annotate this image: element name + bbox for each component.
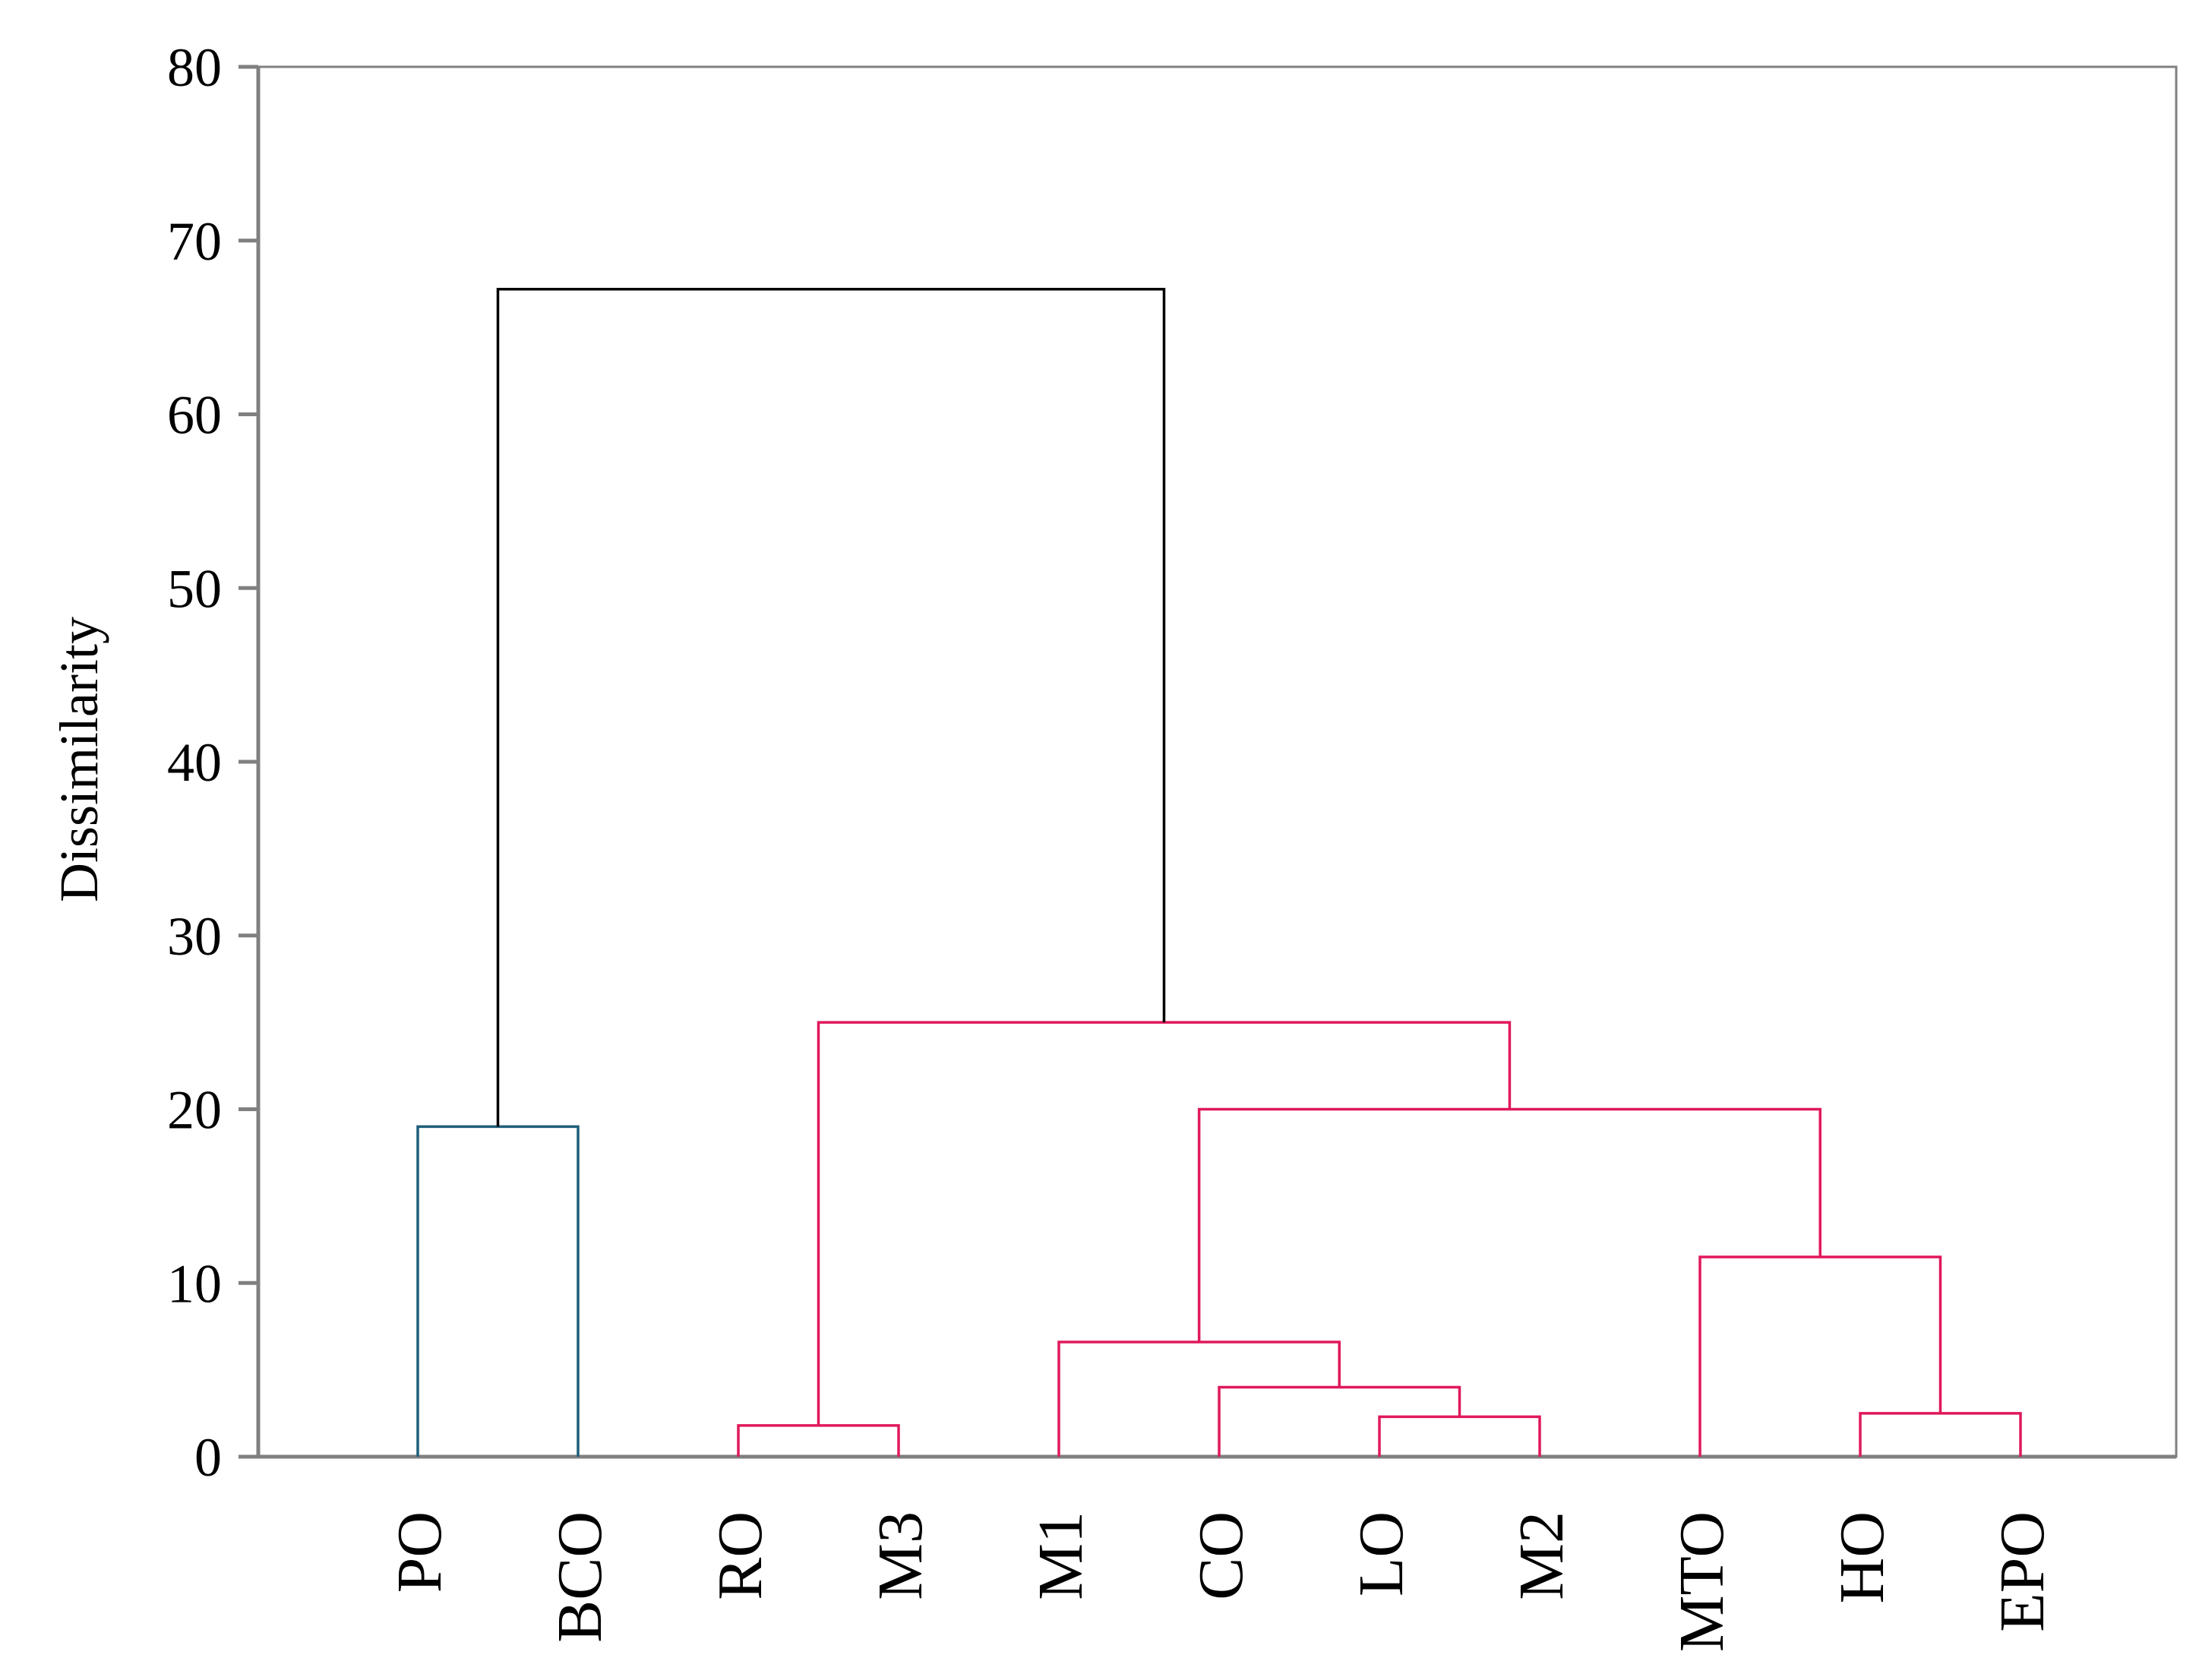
y-tick-label: 70 bbox=[167, 211, 222, 272]
leaf-labels: PO BCO RO M3 M1 CO LO M2 MTO HO EPO bbox=[384, 1511, 2058, 1652]
leaf-label-co: CO bbox=[1186, 1511, 1256, 1600]
leaf-label-ho: HO bbox=[1827, 1511, 1897, 1603]
leaf-label-ro: RO bbox=[705, 1511, 776, 1600]
y-tick-label: 20 bbox=[167, 1080, 222, 1141]
leaf-label-m1: M1 bbox=[1025, 1511, 1096, 1600]
y-axis: 0 10 20 30 40 50 60 70 80 bbox=[167, 37, 258, 1488]
y-tick-label: 50 bbox=[167, 558, 222, 619]
leaf-label-po: PO bbox=[384, 1511, 455, 1593]
leaf-label-m2: M2 bbox=[1506, 1511, 1577, 1600]
dendrogram-branches bbox=[416, 288, 2022, 1457]
y-axis-title: Dissimilarity bbox=[49, 617, 109, 902]
y-tick-label: 10 bbox=[167, 1253, 222, 1314]
leaf-label-bco: BCO bbox=[545, 1511, 615, 1643]
y-tick-label: 40 bbox=[167, 732, 222, 793]
merge-branch-c2 bbox=[1218, 1385, 1461, 1457]
merge-branch-c5 bbox=[1859, 1412, 2022, 1457]
plot-frame bbox=[256, 65, 2178, 1459]
merge-branch-c7 bbox=[1197, 1107, 1821, 1343]
merge-branch-c6 bbox=[1698, 1255, 1942, 1457]
merge-branch-c9 bbox=[416, 1125, 580, 1457]
leaf-label-m3: M3 bbox=[865, 1511, 936, 1600]
merge-branch-c1 bbox=[1378, 1415, 1541, 1457]
merge-branch-root bbox=[496, 288, 1166, 1127]
merge-branch-c8 bbox=[817, 1021, 1512, 1426]
y-tick-label: 0 bbox=[194, 1427, 222, 1488]
merge-branch-c3 bbox=[1057, 1341, 1341, 1457]
leaf-label-lo: LO bbox=[1346, 1511, 1417, 1596]
plot-border bbox=[257, 65, 2178, 1458]
y-tick-label: 60 bbox=[167, 385, 222, 446]
leaf-label-mto: MTO bbox=[1667, 1511, 1737, 1652]
leaf-label-epo: EPO bbox=[1987, 1511, 2058, 1632]
merge-branch-c4 bbox=[737, 1424, 900, 1457]
y-tick-label: 80 bbox=[167, 37, 222, 98]
y-tick-label: 30 bbox=[167, 906, 222, 967]
